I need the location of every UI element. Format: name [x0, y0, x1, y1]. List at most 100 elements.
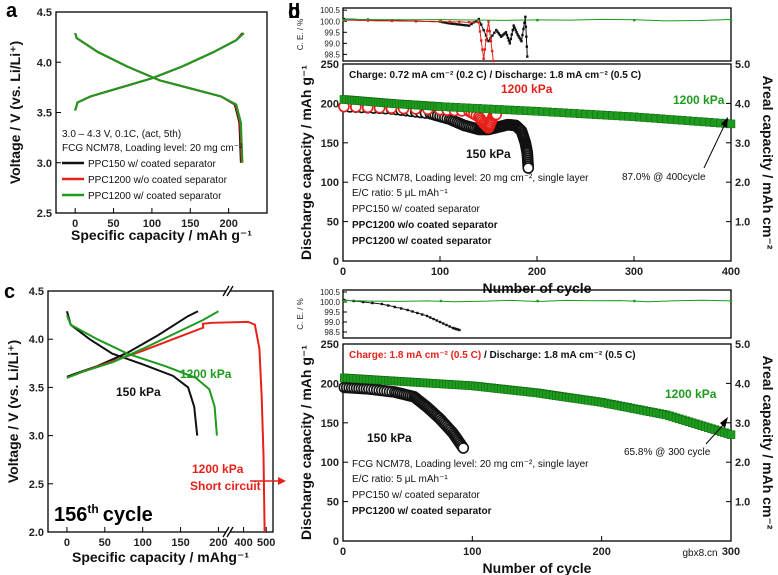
ce-point: [458, 20, 461, 24]
ce-point: [455, 23, 459, 26]
x-tick-label: 300: [625, 266, 643, 278]
ce-tick-label: 99.0: [324, 39, 340, 48]
conditions-charge: Charge: 1.8 mA cm⁻² (0.5 C): [349, 350, 481, 361]
ce-tick-label: 99.0: [324, 318, 340, 327]
label-1200kpa-green: 1200 kPa: [673, 93, 725, 107]
y-tick-label: 50: [327, 497, 339, 509]
y2-tick-label: 5.0: [735, 59, 750, 71]
ce-point: [524, 15, 527, 19]
axis-break-mark: [226, 285, 234, 297]
ce-line: [343, 19, 494, 62]
retention-arrow: [703, 123, 726, 169]
ce-point: [536, 299, 539, 303]
y-tick-label: 2.5: [29, 479, 44, 491]
panel-a: 0 50 100 150 200 2.5 3.0 3.5 4.0 4.5 a Specific cap…: [6, 0, 268, 243]
y2-tick-label: 1.0: [735, 217, 750, 229]
cycle-word: cycle: [103, 504, 153, 526]
ce-point: [425, 314, 429, 318]
retention-arrow-head: [720, 417, 728, 428]
retention-arrow-head: [721, 117, 728, 128]
panel-c: 0 50 100 150 200 400 500 2.0 2.5 3.0 3.5 4.0 4.5 c Spe…: [4, 281, 286, 565]
y2-axis-label: Areal capacity / mAh cm⁻²: [760, 76, 776, 250]
x-tick-label: 50: [107, 218, 119, 230]
plot-frame: [342, 343, 732, 542]
ce-point: [506, 36, 510, 40]
x-tick-label: 200: [209, 537, 227, 549]
ce-point: [509, 37, 513, 41]
ce-point: [343, 299, 346, 303]
axis-break-mark: [222, 285, 230, 297]
legend-entry: PPC1200 w/o coated separator: [88, 175, 228, 186]
ce-tick-label: 99.5: [324, 308, 340, 317]
ce-point: [518, 36, 521, 40]
y-tick-label: 150: [321, 138, 339, 150]
ce-point: [490, 49, 494, 53]
ce-point: [465, 24, 468, 27]
ce-point: [456, 328, 459, 331]
ce-point: [524, 25, 528, 28]
ce-point: [371, 301, 374, 305]
y-tick-label: 4.0: [29, 334, 44, 346]
conditions-line: Charge: 0.72 mA cm⁻² (0.2 C) / Discharge…: [349, 70, 641, 81]
ce-point: [507, 39, 511, 42]
ce-point: [411, 310, 414, 313]
x-axis-label: Specific capacity / mAh g⁻¹: [71, 227, 252, 243]
ce-point: [525, 35, 528, 38]
ce-point: [463, 23, 466, 27]
ce-point: [729, 299, 733, 303]
condition-text: 3.0 – 4.3 V, 0.1C, (act, 5th): [62, 129, 181, 140]
y-tick-label: 100: [321, 457, 339, 469]
series-line-discharge: [65, 310, 199, 436]
ce-point: [438, 320, 442, 324]
label-short-circuit: Short circuit: [190, 479, 261, 493]
ce-point: [504, 31, 508, 34]
ce-point: [523, 21, 526, 25]
y-tick-label: 250: [321, 339, 339, 351]
y-tick-label: 3.0: [37, 158, 52, 170]
y-tick-label: 3.5: [29, 382, 44, 394]
y2-tick-label: 3.0: [735, 418, 750, 430]
x-tick-label: 50: [99, 537, 111, 549]
ce-point: [453, 327, 456, 330]
ce-point: [406, 308, 409, 312]
label-150kpa: 150 kPa: [466, 147, 511, 161]
ce-point: [482, 57, 485, 60]
x-tick-label: 300: [722, 546, 740, 558]
ce-point: [487, 20, 490, 23]
axis-break-mask: [226, 287, 230, 295]
capacity-point-black: [522, 162, 535, 174]
ce-point: [526, 55, 529, 58]
x-tick-label: 100: [134, 537, 152, 549]
ce-point: [361, 300, 365, 304]
y-axis-label: Discharge capacity / mAh g⁻¹: [298, 345, 314, 540]
legend-entry: PPC1200 w/ coated separator: [88, 191, 222, 202]
label-150kpa: 150 kPa: [116, 385, 161, 399]
ce-point: [400, 307, 403, 310]
x-tick-label: 400: [722, 266, 740, 278]
ce-point: [484, 38, 488, 42]
panel-label: a: [6, 0, 18, 22]
y-tick-label: 4.0: [37, 57, 52, 69]
ce-point: [390, 19, 394, 23]
ce-point: [460, 23, 464, 27]
ce-point: [475, 19, 478, 22]
ce-point: [536, 18, 539, 22]
condition-text: FCG NCM78, Loading level: 20 mg cm⁻²: [62, 143, 243, 154]
ce-point: [729, 18, 733, 22]
panel-label: b: [288, 1, 300, 23]
series-line-charge: [74, 32, 245, 111]
x-tick-label: 0: [340, 546, 346, 558]
y-tick-label: 0: [333, 536, 339, 548]
label-1200kpa: 1200 kPa: [180, 367, 232, 381]
x-tick-label: 0: [72, 218, 78, 230]
y2-tick-label: 5.0: [735, 339, 750, 351]
ce-point: [516, 33, 519, 36]
retention-arrow: [705, 423, 725, 445]
y-tick-label: 2.5: [37, 208, 52, 220]
ce-point: [519, 38, 522, 41]
axis-break-mark: [226, 526, 234, 538]
ce-point: [480, 23, 483, 26]
ce-point: [342, 18, 346, 22]
ce-point: [515, 31, 518, 34]
y-axis-label: Voltage / V (vs. Li/Li⁺): [7, 41, 23, 184]
